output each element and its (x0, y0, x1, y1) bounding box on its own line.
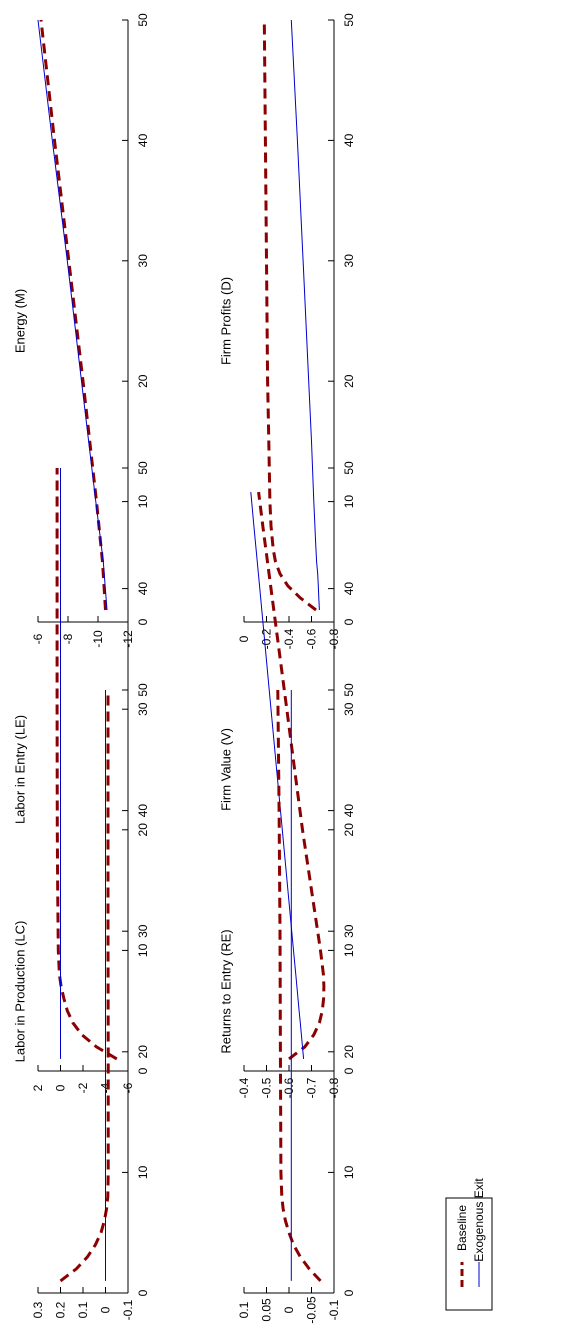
x-tick-label: 10 (342, 495, 356, 509)
x-tick-label: 0 (342, 1067, 356, 1074)
x-tick-label: 50 (136, 461, 150, 475)
panel-title: Returns to Entry (RE) (219, 929, 234, 1053)
x-tick-label: 30 (136, 702, 150, 716)
x-tick-label: 20 (342, 823, 356, 837)
x-tick-label: 20 (136, 374, 150, 388)
panel-title: Labor in Entry (LE) (13, 715, 28, 824)
panel-title: Firm Value (V) (219, 728, 234, 811)
x-tick-label: 0 (136, 1067, 150, 1074)
y-tick-label: 0 (54, 1084, 68, 1091)
exogenous-exit-line (290, 19, 320, 611)
baseline-line (262, 19, 317, 612)
x-tick-label: 0 (342, 618, 356, 625)
y-tick-label: -6 (31, 633, 45, 644)
x-tick-label: 50 (342, 683, 356, 697)
y-tick-label: -8 (61, 633, 75, 644)
legend-baseline-label: Baseline (455, 1205, 469, 1251)
y-tick-label: -10 (91, 630, 105, 648)
y-tick-label: 0.2 (54, 1301, 68, 1318)
y-tick-label: 0 (99, 1306, 113, 1313)
y-tick-label: -0.1 (327, 1299, 341, 1320)
x-tick-label: 50 (136, 13, 150, 27)
x-tick-label: 30 (342, 924, 356, 938)
y-tick-label: 0.3 (31, 1301, 45, 1318)
x-tick-label: 0 (342, 1289, 356, 1296)
x-tick-label: 30 (136, 924, 150, 938)
y-tick-label: 0.1 (237, 1301, 251, 1318)
legend-box (445, 1197, 493, 1311)
x-tick-label: 20 (136, 823, 150, 837)
y-tick-label: -0.6 (305, 628, 319, 649)
x-tick-label: 10 (342, 943, 356, 957)
legend: Baseline Exogenous Exit (445, 1178, 493, 1311)
x-tick-label: 50 (136, 683, 150, 697)
x-tick-label: 50 (342, 461, 356, 475)
baseline-line (276, 689, 322, 1282)
x-tick-label: 40 (342, 582, 356, 596)
x-tick-label: 40 (136, 133, 150, 147)
y-tick-label: -0.6 (282, 1077, 296, 1098)
x-tick-label: 40 (342, 804, 356, 818)
panel-title: Labor in Production (LC) (13, 921, 28, 1063)
y-tick-label: -0.2 (260, 628, 274, 649)
x-tick-label: 30 (136, 254, 150, 268)
y-tick-label: -0.5 (260, 1077, 274, 1098)
y-tick-label: -0.05 (305, 1296, 319, 1324)
x-tick-label: 20 (342, 1045, 356, 1059)
panel-title: Firm Profits (D) (219, 277, 234, 365)
y-tick-label: 0 (237, 635, 251, 642)
x-tick-label: 20 (342, 374, 356, 388)
y-tick-label: 0.1 (76, 1301, 90, 1318)
y-tick-label: 0.05 (260, 1298, 274, 1322)
legend-exogenous-label: Exogenous Exit (472, 1178, 486, 1262)
x-tick-label: 10 (136, 1165, 150, 1179)
y-tick-label: -2 (76, 1082, 90, 1093)
baseline-line (59, 690, 110, 1283)
y-tick-label: -0.7 (305, 1077, 319, 1098)
panel-title: Energy (M) (13, 289, 28, 353)
x-tick-label: 30 (342, 254, 356, 268)
x-tick-label: 40 (342, 133, 356, 147)
x-tick-label: 10 (342, 1165, 356, 1179)
x-tick-label: 0 (136, 1289, 150, 1296)
x-tick-label: 0 (136, 618, 150, 625)
x-tick-label: 30 (342, 702, 356, 716)
x-tick-label: 40 (136, 804, 150, 818)
y-tick-label: -0.4 (282, 628, 296, 649)
baseline-line (257, 491, 326, 1061)
y-tick-label: 0 (282, 1306, 296, 1313)
x-tick-label: 10 (136, 495, 150, 509)
x-tick-label: 10 (136, 943, 150, 957)
x-tick-label: 50 (342, 13, 356, 27)
x-tick-label: 20 (136, 1045, 150, 1059)
y-tick-label: -0.1 (121, 1299, 135, 1320)
exogenous-exit-line (37, 19, 108, 611)
y-tick-label: 2 (31, 1084, 45, 1091)
y-tick-label: -0.4 (237, 1077, 251, 1098)
exogenous-exit-line (250, 492, 305, 1059)
x-tick-label: 40 (136, 582, 150, 596)
baseline-line (39, 19, 107, 611)
